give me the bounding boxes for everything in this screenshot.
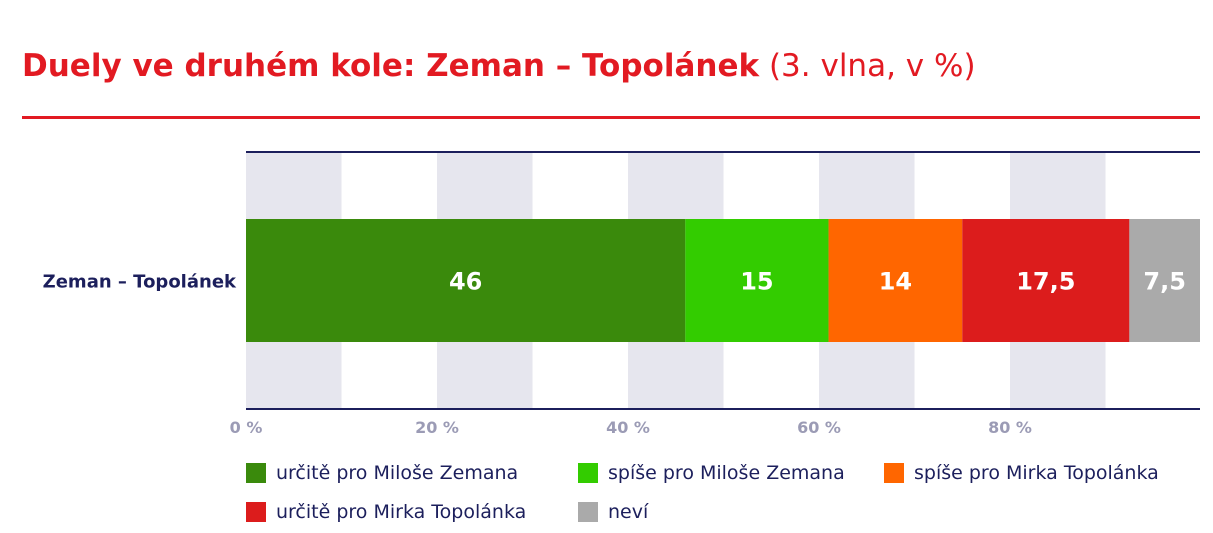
data-label: 46	[449, 268, 482, 296]
plot-top-line	[246, 151, 1200, 153]
legend-swatch	[578, 502, 598, 522]
x-tick-label: 40 %	[606, 418, 650, 437]
legend-label: spíše pro Miloše Zemana	[608, 462, 845, 484]
bar-segment	[246, 219, 686, 342]
legend-label: určitě pro Mirka Topolánka	[276, 501, 527, 523]
data-label: 17,5	[1016, 268, 1075, 296]
legend-item: spíše pro Mirka Topolánka	[884, 462, 1159, 484]
legend-item: neví	[578, 501, 648, 523]
bar-segment	[685, 219, 829, 342]
bar-segment	[828, 219, 963, 342]
data-label: 7,5	[1143, 268, 1186, 296]
legend-item: určitě pro Mirka Topolánka	[246, 501, 526, 523]
legend-item: spíše pro Miloše Zemana	[578, 462, 845, 484]
chart-title-suffix: (3. vlna, v %)	[768, 48, 976, 84]
stacked-bar-chart: 0 % 20 % 40 % 60 % 80 % Zeman – Topolánek 46 15…	[43, 151, 1200, 437]
x-tick-label: 20 %	[415, 418, 459, 437]
legend-label: spíše pro Mirka Topolánka	[914, 462, 1159, 484]
legend-item: určitě pro Miloše Zemana	[246, 462, 518, 484]
bar-segment	[1129, 219, 1200, 342]
legend-label: určitě pro Miloše Zemana	[276, 462, 519, 484]
x-tick-label: 0 %	[230, 418, 263, 437]
title-underline	[22, 116, 1200, 119]
legend-swatch	[884, 463, 904, 483]
chart-title: Duely ve druhém kole: Zeman – Topolánek …	[22, 48, 976, 84]
bar-segment	[962, 219, 1130, 342]
legend-label: neví	[608, 501, 649, 523]
data-label: 15	[740, 268, 773, 296]
x-axis-line	[246, 408, 1200, 410]
chart-title-main: Duely ve druhém kole: Zeman – Topolánek	[22, 48, 760, 84]
category-label: Zeman – Topolánek	[43, 272, 237, 293]
x-tick-label: 80 %	[988, 418, 1032, 437]
legend-swatch	[578, 463, 598, 483]
legend-swatch	[246, 502, 266, 522]
x-tick-label: 60 %	[797, 418, 841, 437]
legend-swatch	[246, 463, 266, 483]
data-label: 14	[879, 268, 912, 296]
